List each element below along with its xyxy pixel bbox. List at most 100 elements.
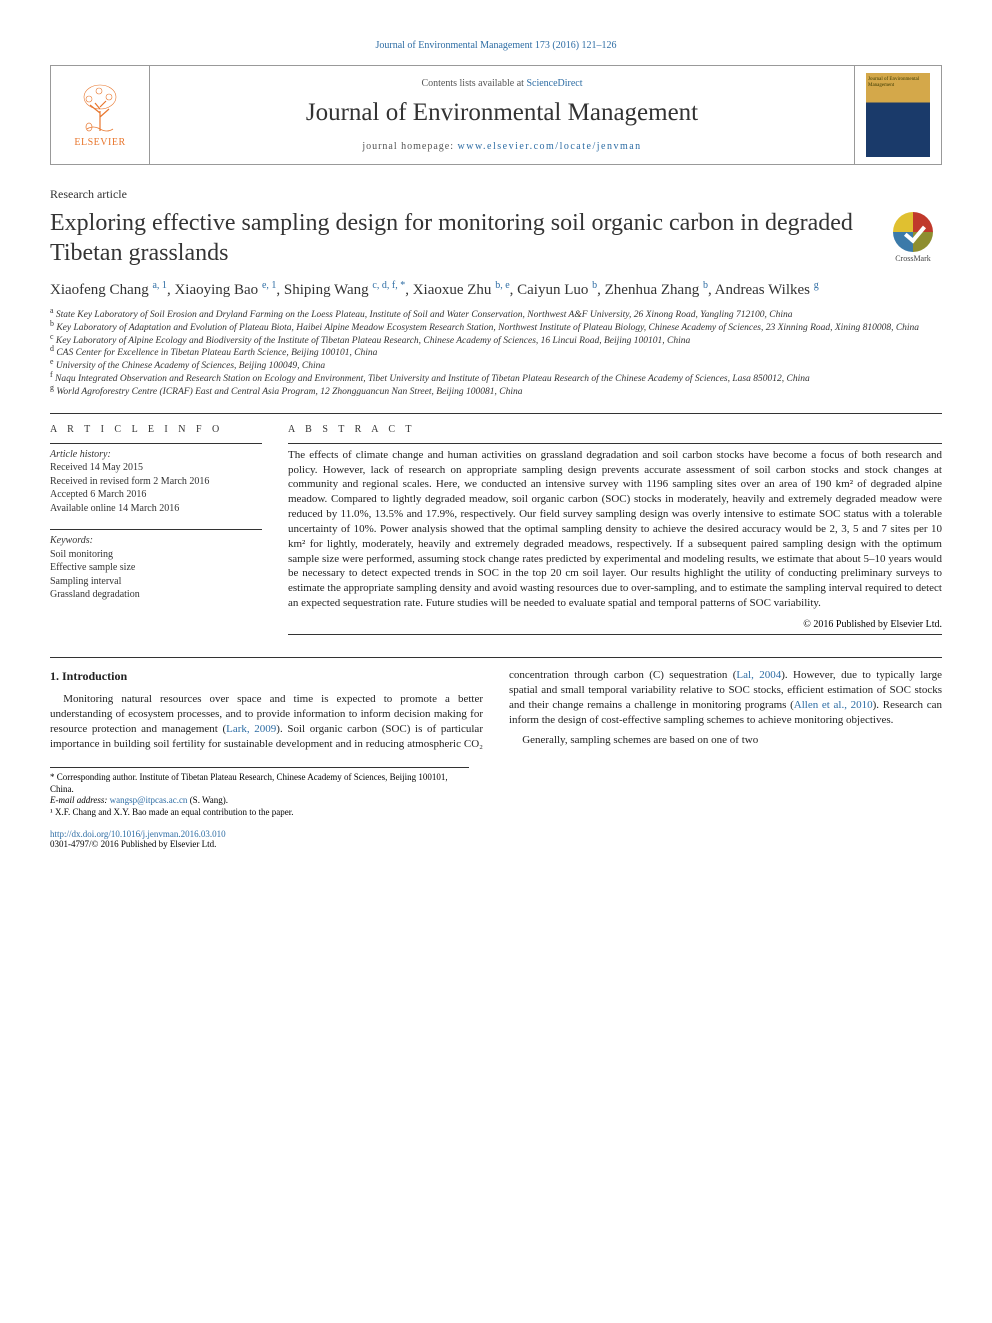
keywords-block: Keywords: Soil monitoring Effective samp… bbox=[50, 534, 262, 602]
citation-link[interactable]: Lal, 2004 bbox=[736, 669, 781, 681]
affiliation: c Key Laboratory of Alpine Ecology and B… bbox=[50, 335, 942, 348]
body-paragraph: Generally, sampling schemes are based on… bbox=[509, 733, 942, 748]
keyword: Sampling interval bbox=[50, 575, 262, 589]
article-body: 1. Introduction Monitoring natural resou… bbox=[50, 668, 942, 753]
abstract-text: The effects of climate change and human … bbox=[288, 448, 942, 611]
author: Xiaofeng Chang a, 1 bbox=[50, 282, 167, 298]
email-suffix: (S. Wang). bbox=[187, 795, 228, 805]
homepage-prefix: journal homepage: bbox=[362, 141, 457, 152]
author-affil-link[interactable]: b bbox=[703, 280, 708, 291]
journal-masthead: ELSEVIER Contents lists available at Sci… bbox=[50, 65, 942, 165]
crossmark-label: CrossMark bbox=[884, 254, 942, 263]
email-line: E-mail address: wangsp@itpcas.ac.cn (S. … bbox=[50, 795, 469, 807]
corresponding-author-note: * Corresponding author. Institute of Tib… bbox=[50, 772, 469, 795]
journal-name: Journal of Environmental Management bbox=[158, 99, 846, 127]
author-affil-link[interactable]: c, d, f, * bbox=[372, 280, 405, 291]
publisher-name: ELSEVIER bbox=[74, 137, 125, 148]
abstract-heading: A B S T R A C T bbox=[288, 424, 942, 435]
author-name: Shiping Wang bbox=[284, 282, 369, 298]
equal-contribution-note: ¹ X.F. Chang and X.Y. Bao made an equal … bbox=[50, 807, 469, 819]
author: Zhenhua Zhang b bbox=[605, 282, 708, 298]
author-affil-link[interactable]: b bbox=[592, 280, 597, 291]
running-header: Journal of Environmental Management 173 … bbox=[50, 40, 942, 51]
body-text: protection and management ( bbox=[92, 723, 226, 735]
email-label: E-mail address: bbox=[50, 795, 110, 805]
journal-cover-box: Journal of Environmental Management bbox=[854, 66, 941, 164]
history-revised: Received in revised form 2 March 2016 bbox=[50, 475, 262, 489]
author-name: Xiaoying Bao bbox=[174, 282, 258, 298]
author: Shiping Wang c, d, f, * bbox=[284, 282, 405, 298]
abstract-copyright: © 2016 Published by Elsevier Ltd. bbox=[288, 619, 942, 630]
keyword: Soil monitoring bbox=[50, 548, 262, 562]
keyword: Grassland degradation bbox=[50, 588, 262, 602]
journal-cover-title: Journal of Environmental Management bbox=[868, 77, 928, 88]
divider bbox=[50, 413, 942, 414]
keywords-label: Keywords: bbox=[50, 534, 262, 548]
keyword: Effective sample size bbox=[50, 561, 262, 575]
affiliation: e University of the Chinese Academy of S… bbox=[50, 360, 942, 373]
divider bbox=[50, 443, 262, 444]
contents-lists-line: Contents lists available at ScienceDirec… bbox=[158, 78, 846, 89]
divider bbox=[288, 443, 942, 444]
article-info-column: A R T I C L E I N F O Article history: R… bbox=[50, 424, 262, 639]
article-history-label: Article history: bbox=[50, 448, 262, 462]
affiliation-list: a State Key Laboratory of Soil Erosion a… bbox=[50, 309, 942, 399]
author-affil-link[interactable]: b, e bbox=[495, 280, 509, 291]
divider bbox=[288, 634, 942, 635]
history-accepted: Accepted 6 March 2016 bbox=[50, 488, 262, 502]
author-name: Caiyun Luo bbox=[517, 282, 588, 298]
journal-cover-thumbnail: Journal of Environmental Management bbox=[866, 73, 930, 157]
footer-left: http://dx.doi.org/10.1016/j.jenvman.2016… bbox=[50, 829, 226, 849]
sciencedirect-link[interactable]: ScienceDirect bbox=[526, 78, 582, 89]
affiliation-text: Key Laboratory of Alpine Ecology and Bio… bbox=[56, 336, 690, 346]
affiliation: g World Agroforestry Centre (ICRAF) East… bbox=[50, 386, 942, 399]
author-affil-link[interactable]: a, 1 bbox=[152, 280, 166, 291]
author: Xiaoxue Zhu b, e bbox=[413, 282, 510, 298]
author-list: Xiaofeng Chang a, 1, Xiaoying Bao e, 1, … bbox=[50, 282, 942, 299]
crossmark-badge[interactable]: CrossMark bbox=[884, 212, 942, 263]
author: Xiaoying Bao e, 1 bbox=[174, 282, 276, 298]
author-name: Zhenhua Zhang bbox=[605, 282, 700, 298]
section-heading-introduction: 1. Introduction bbox=[50, 668, 483, 684]
page-footer: http://dx.doi.org/10.1016/j.jenvman.2016… bbox=[50, 829, 942, 849]
article-type-label: Research article bbox=[50, 187, 942, 202]
history-online: Available online 14 March 2016 bbox=[50, 502, 262, 516]
affiliation: a State Key Laboratory of Soil Erosion a… bbox=[50, 309, 942, 322]
author-name: Xiaofeng Chang bbox=[50, 282, 149, 298]
divider bbox=[50, 529, 262, 530]
affiliation-text: Naqu Integrated Observation and Research… bbox=[55, 374, 810, 384]
footnotes-block: * Corresponding author. Institute of Tib… bbox=[50, 767, 469, 819]
affiliation-text: Key Laboratory of Adaptation and Evoluti… bbox=[56, 323, 919, 333]
affiliation-text: World Agroforestry Centre (ICRAF) East a… bbox=[56, 387, 522, 397]
author: Caiyun Luo b bbox=[517, 282, 597, 298]
journal-homepage-link[interactable]: www.elsevier.com/locate/jenvman bbox=[458, 141, 642, 152]
affiliation: f Naqu Integrated Observation and Resear… bbox=[50, 373, 942, 386]
author-affil-link[interactable]: g bbox=[814, 280, 819, 291]
doi-link[interactable]: http://dx.doi.org/10.1016/j.jenvman.2016… bbox=[50, 829, 226, 839]
affiliation: b Key Laboratory of Adaptation and Evolu… bbox=[50, 322, 942, 335]
citation-link[interactable]: Lark, 2009 bbox=[226, 723, 276, 735]
publisher-logo-box: ELSEVIER bbox=[51, 66, 150, 164]
journal-homepage-line: journal homepage: www.elsevier.com/locat… bbox=[158, 141, 846, 152]
affiliation-text: University of the Chinese Academy of Sci… bbox=[56, 361, 325, 371]
article-history-block: Article history: Received 14 May 2015 Re… bbox=[50, 448, 262, 516]
affiliation: d CAS Center for Excellence in Tibetan P… bbox=[50, 347, 942, 360]
affiliation-text: CAS Center for Excellence in Tibetan Pla… bbox=[56, 348, 377, 358]
masthead-center: Contents lists available at ScienceDirec… bbox=[150, 66, 854, 164]
crossmark-icon bbox=[893, 212, 933, 252]
history-received: Received 14 May 2015 bbox=[50, 461, 262, 475]
abstract-column: A B S T R A C T The effects of climate c… bbox=[288, 424, 942, 639]
author-name: Xiaoxue Zhu bbox=[413, 282, 492, 298]
author-name: Andreas Wilkes bbox=[715, 282, 810, 298]
author-affil-link[interactable]: e, 1 bbox=[262, 280, 276, 291]
affiliation-text: State Key Laboratory of Soil Erosion and… bbox=[56, 310, 793, 320]
article-info-heading: A R T I C L E I N F O bbox=[50, 424, 262, 435]
contents-prefix: Contents lists available at bbox=[421, 78, 526, 89]
citation-link[interactable]: Allen et al., 2010 bbox=[794, 699, 873, 711]
divider bbox=[50, 657, 942, 658]
article-title: Exploring effective sampling design for … bbox=[50, 208, 870, 268]
issn-copyright-line: 0301-4797/© 2016 Published by Elsevier L… bbox=[50, 839, 226, 849]
email-link[interactable]: wangsp@itpcas.ac.cn bbox=[110, 795, 188, 805]
author: Andreas Wilkes g bbox=[715, 282, 819, 298]
elsevier-tree-icon bbox=[75, 83, 125, 133]
